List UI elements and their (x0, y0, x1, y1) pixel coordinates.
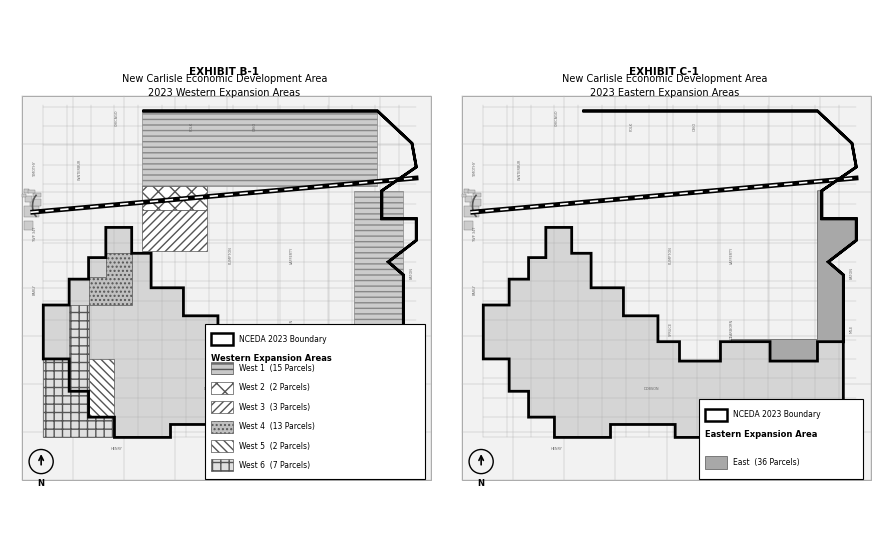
Bar (464, 206, 479, 217)
Bar (464, 189, 469, 193)
Bar (33, 193, 41, 197)
Bar (211, 401, 233, 413)
Text: SPRUCE: SPRUCE (229, 322, 233, 336)
Polygon shape (89, 253, 132, 305)
Text: STRAWBERRY: STRAWBERRY (300, 412, 304, 435)
Text: Eastern Expansion Area: Eastern Expansion Area (706, 430, 818, 439)
Text: EXHIBIT B-1: EXHIBIT B-1 (189, 67, 260, 77)
Bar (30, 199, 41, 206)
Text: West 4  (13 Parcels): West 4 (13 Parcels) (239, 422, 315, 431)
Text: New Carlisle Economic Development Area
2023 Eastern Expansion Areas: New Carlisle Economic Development Area 2… (561, 74, 767, 99)
Text: MILE: MILE (410, 325, 414, 333)
Text: BARLY: BARLY (473, 285, 477, 295)
Bar (26, 196, 32, 202)
Bar (211, 459, 233, 471)
Text: West 5  (2 Parcels): West 5 (2 Parcels) (239, 442, 311, 450)
Polygon shape (483, 111, 856, 438)
Bar (464, 221, 473, 229)
Text: TIMOTHY: TIMOTHY (473, 161, 477, 177)
Text: East  (36 Parcels): East (36 Parcels) (733, 458, 800, 468)
Bar (24, 189, 29, 193)
Text: TIMOTHY: TIMOTHY (33, 161, 37, 177)
Bar (466, 196, 472, 202)
Text: BARLY: BARLY (33, 285, 37, 295)
Text: LAFFERTY: LAFFERTY (290, 247, 293, 264)
Text: West 6  (7 Parcels): West 6 (7 Parcels) (239, 461, 311, 470)
Text: HENRY: HENRY (551, 448, 562, 452)
Polygon shape (143, 111, 378, 187)
Text: EATON: EATON (410, 266, 414, 279)
Text: NCEDA 2023 Boundary: NCEDA 2023 Boundary (733, 410, 821, 419)
Bar (468, 191, 474, 193)
Bar (706, 408, 727, 420)
Text: POLK: POLK (630, 121, 634, 131)
Text: CHICAGO: CHICAGO (114, 109, 119, 126)
Text: PLIMPTON: PLIMPTON (669, 247, 673, 264)
Text: NCEDA 2023 Boundary: NCEDA 2023 Boundary (239, 335, 327, 343)
Text: WINTERBUR: WINTERBUR (78, 158, 82, 180)
Text: LAFFERTY: LAFFERTY (730, 247, 733, 264)
Bar (22, 96, 431, 480)
Bar (211, 382, 233, 394)
Text: STRAWBERRY: STRAWBERRY (740, 412, 744, 435)
Bar (24, 221, 33, 229)
Bar (22, 194, 26, 197)
Text: West 3  (3 Parcels): West 3 (3 Parcels) (239, 403, 311, 412)
Bar (28, 191, 34, 193)
Text: DOBSON: DOBSON (643, 387, 659, 391)
Polygon shape (43, 111, 416, 438)
Bar (211, 362, 233, 375)
Polygon shape (143, 210, 207, 251)
Text: OHIO: OHIO (693, 121, 697, 131)
Text: PLIMPTON: PLIMPTON (229, 247, 233, 264)
Text: US 20: US 20 (198, 197, 208, 202)
Bar (462, 96, 871, 480)
Text: MILE: MILE (850, 325, 854, 333)
Text: New Carlisle Economic Development Area
2023 Western Expansion Areas: New Carlisle Economic Development Area 2… (121, 74, 327, 99)
Text: TWP 347: TWP 347 (473, 226, 477, 242)
Bar (471, 199, 481, 206)
Polygon shape (43, 305, 114, 438)
Bar (699, 399, 862, 479)
Text: DEARBORN: DEARBORN (730, 319, 733, 339)
Text: DEARBORN: DEARBORN (290, 319, 293, 339)
Bar (24, 206, 39, 217)
Bar (211, 333, 233, 345)
Text: TWP 347: TWP 347 (33, 226, 37, 242)
Text: N: N (37, 479, 44, 488)
Text: West 1  (15 Parcels): West 1 (15 Parcels) (239, 364, 315, 373)
Bar (205, 324, 425, 479)
Bar (211, 420, 233, 433)
Polygon shape (70, 359, 114, 417)
Bar (706, 456, 727, 469)
Text: CHICAGO: CHICAGO (554, 109, 559, 126)
Bar (473, 193, 481, 197)
Text: West 2  (2 Parcels): West 2 (2 Parcels) (239, 383, 311, 392)
Text: N: N (477, 479, 484, 488)
Text: OHIO: OHIO (253, 121, 257, 131)
Polygon shape (354, 191, 403, 340)
Text: SPRUCE: SPRUCE (669, 322, 673, 336)
Text: Western Expansion Areas: Western Expansion Areas (211, 355, 333, 363)
Bar (462, 194, 466, 197)
Polygon shape (143, 187, 207, 210)
Text: DOBSON: DOBSON (203, 387, 219, 391)
Text: WINTERBUR: WINTERBUR (518, 158, 522, 180)
Text: EXHIBIT C-1: EXHIBIT C-1 (629, 67, 700, 77)
Text: US 20: US 20 (638, 197, 648, 202)
Polygon shape (731, 191, 856, 361)
Bar (211, 440, 233, 452)
Text: EATON: EATON (850, 266, 854, 279)
Text: POLK: POLK (190, 121, 194, 131)
Text: HENRY: HENRY (111, 448, 122, 452)
